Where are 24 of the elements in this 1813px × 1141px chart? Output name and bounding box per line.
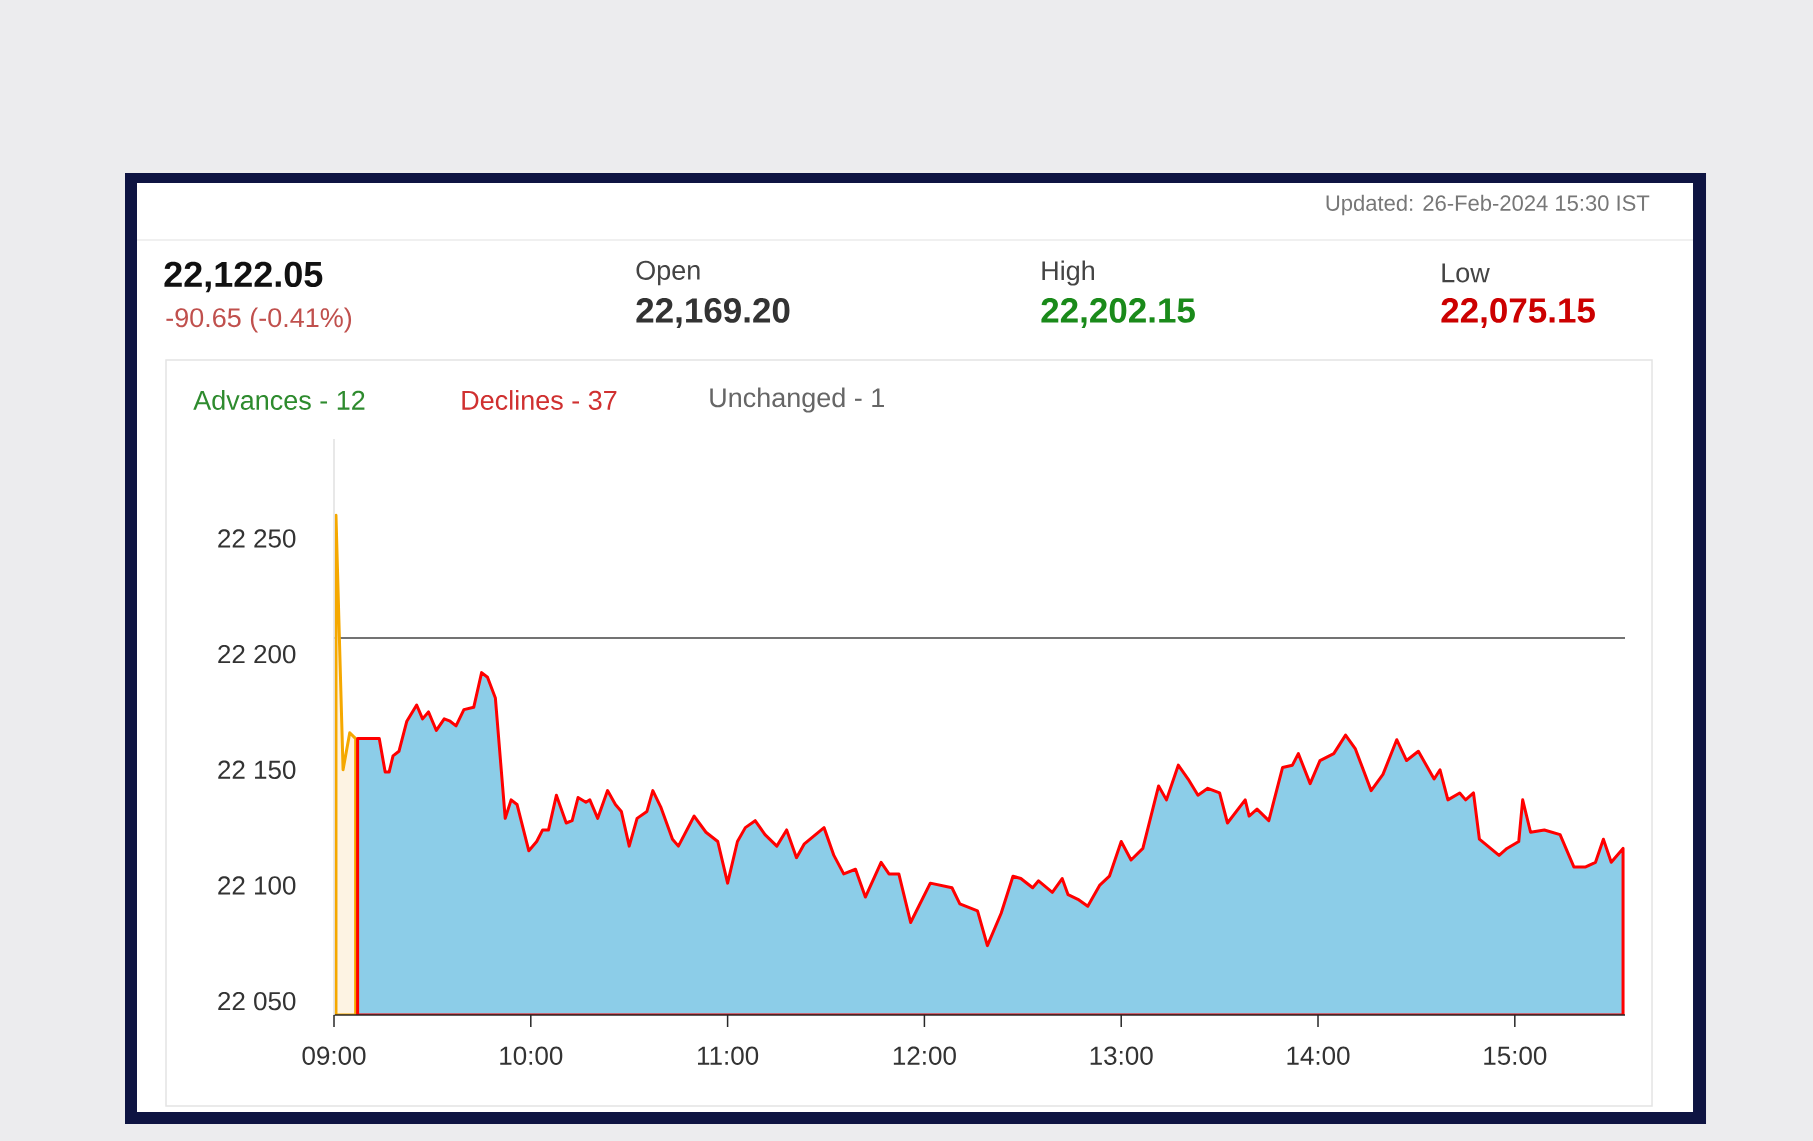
text: 22,169.20 [636,298,790,328]
x-tick-label: 15:00 [1484,1046,1547,1065]
text: 22,202.15 [1041,298,1195,328]
text: Low [1442,263,1490,283]
x-tick-label: 09:00 [302,1046,366,1065]
y-tick-label: 22 050 [218,991,296,1011]
x-tick-label: 14:00 [1287,1046,1350,1065]
y-tick-label: 22 250 [218,529,296,548]
text: Advances - 12 [193,390,365,410]
text: Updated: 26-Feb-2024 15:30 IST [1326,194,1650,216]
text: Declines - 37 [462,390,617,410]
chart-subtitle: -90.65 (-0.41%) [166,307,352,333]
y-tick-label: 22 200 [218,644,296,664]
text: 22,075.15 [1441,298,1595,328]
y-tick-label: 22 150 [218,760,296,779]
x-tick-label: 11:00 [698,1046,759,1065]
x-tick-label: 10:00 [500,1046,563,1065]
chart-title: 22,122.05 [164,261,323,293]
text: Unchanged - 1 [710,387,884,413]
text: High [1042,260,1094,286]
y-tick-label: 22 100 [218,876,296,895]
x-tick-label: 12:00 [893,1046,956,1065]
x-tick-label: 13:00 [1090,1046,1153,1065]
text: Open [636,260,700,286]
